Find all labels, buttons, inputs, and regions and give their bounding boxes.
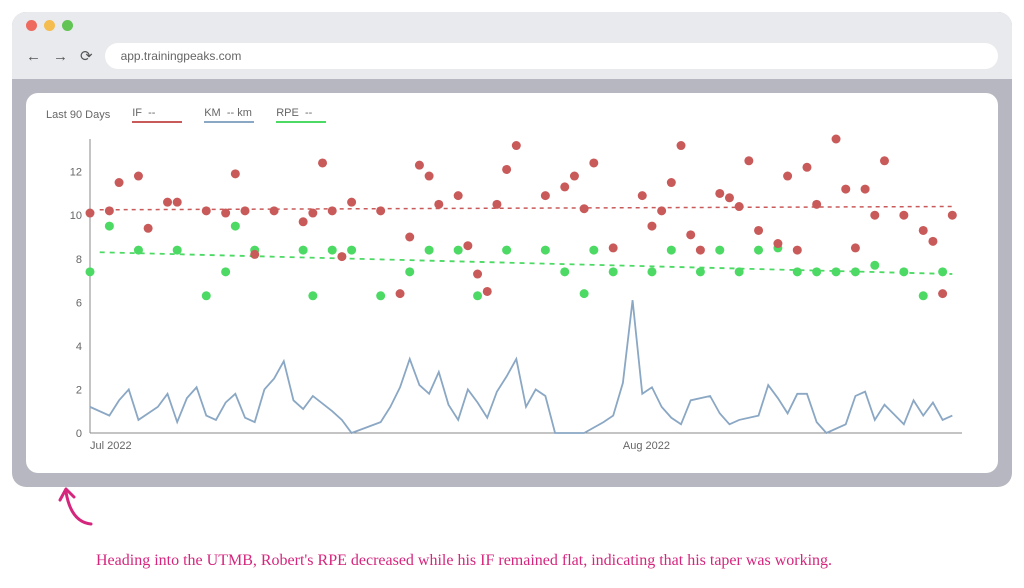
timeframe-label: Last 90 Days: [46, 109, 110, 121]
close-icon[interactable]: [26, 20, 37, 31]
legend-if[interactable]: IF --: [132, 107, 182, 123]
svg-text:10: 10: [70, 210, 82, 222]
training-chart: 0 2 4 6 8 10 12 Jul 2022 Aug 2022: [46, 129, 978, 459]
browser-frame: ← → ⟳ app.trainingpeaks.com Last 90 Days…: [12, 12, 1012, 487]
chart-panel: Last 90 Days IF -- KM -- km RPE -- 0 2 4 6 8…: [26, 93, 998, 473]
legend-label: RPE: [276, 107, 299, 119]
annotation-text: Heading into the UTMB, Robert's RPE decr…: [96, 550, 916, 572]
legend-value: -- km: [227, 107, 252, 119]
browser-toolbar: ← → ⟳ app.trainingpeaks.com: [12, 39, 1012, 79]
annotation-arrow-icon: [56, 482, 106, 532]
svg-text:8: 8: [76, 254, 82, 266]
svg-text:Aug 2022: Aug 2022: [623, 440, 670, 452]
svg-text:12: 12: [70, 167, 82, 179]
svg-text:2: 2: [76, 384, 82, 396]
legend-swatch: [204, 121, 254, 123]
legend-value: --: [305, 107, 312, 119]
reload-icon[interactable]: ⟳: [80, 47, 93, 65]
svg-text:6: 6: [76, 297, 82, 309]
legend-label: KM: [204, 107, 221, 119]
svg-text:0: 0: [76, 428, 82, 440]
minimize-icon[interactable]: [44, 20, 55, 31]
forward-icon[interactable]: →: [53, 48, 68, 65]
window-controls: [26, 20, 73, 31]
browser-titlebar: [12, 12, 1012, 39]
back-icon[interactable]: ←: [26, 48, 41, 65]
chart-legend: Last 90 Days IF -- KM -- km RPE --: [46, 107, 978, 123]
svg-text:Jul 2022: Jul 2022: [90, 440, 132, 452]
legend-label: IF: [132, 107, 142, 119]
legend-swatch: [132, 121, 182, 123]
maximize-icon[interactable]: [62, 20, 73, 31]
legend-rpe[interactable]: RPE --: [276, 107, 326, 123]
legend-value: --: [148, 107, 155, 119]
url-input[interactable]: app.trainingpeaks.com: [105, 43, 998, 69]
legend-swatch: [276, 121, 326, 123]
legend-km[interactable]: KM -- km: [204, 107, 254, 123]
svg-text:4: 4: [76, 341, 82, 353]
